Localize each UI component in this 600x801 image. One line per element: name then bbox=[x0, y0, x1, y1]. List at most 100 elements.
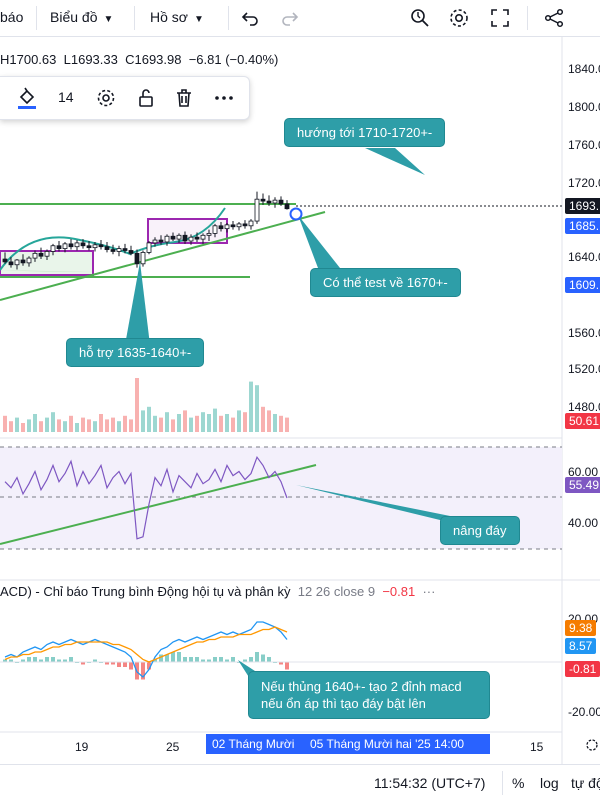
callout-macd[interactable]: Nếu thủng 1640+- tạo 2 đỉnh macd nếu ổn … bbox=[248, 671, 490, 719]
callout-rsi[interactable]: nâng đáy bbox=[440, 516, 520, 545]
candle-body bbox=[158, 239, 164, 243]
volume-bar bbox=[207, 414, 211, 432]
candle-body bbox=[200, 234, 206, 240]
histogram-bar bbox=[177, 652, 181, 662]
volume-bar bbox=[57, 419, 61, 432]
volume-bar bbox=[117, 421, 121, 432]
ohlc-close: C1693.98 bbox=[125, 52, 182, 67]
time-tick: 19 bbox=[75, 740, 89, 754]
price-trendline[interactable] bbox=[0, 211, 326, 301]
histogram-bar bbox=[165, 654, 169, 662]
signal-value-tag: 9.38 bbox=[565, 620, 597, 636]
more-icon[interactable]: ··· bbox=[422, 584, 436, 599]
histogram-bar bbox=[225, 659, 229, 662]
time-range-end: 05 Tháng Mười hai '25 14:00 bbox=[304, 734, 490, 754]
candle-body bbox=[56, 245, 62, 249]
volume-bar bbox=[249, 381, 253, 432]
trash-icon[interactable] bbox=[172, 86, 196, 110]
callout-support[interactable]: hỗ trợ 1635-1640+- bbox=[66, 338, 205, 367]
candle-body bbox=[98, 244, 104, 248]
candle-body bbox=[44, 251, 50, 257]
macd-legend-value: −0.81 bbox=[382, 584, 416, 599]
callout-pointer-rsi bbox=[296, 485, 470, 520]
price-tick: 1480.00 bbox=[568, 400, 600, 414]
candle-body bbox=[134, 252, 140, 265]
volume-bar bbox=[165, 412, 169, 432]
candle-body bbox=[206, 232, 212, 236]
percent-toggle[interactable]: % bbox=[512, 775, 525, 791]
volume-bar bbox=[75, 423, 79, 432]
callout-pointer-support bbox=[125, 262, 150, 345]
anchor-point[interactable] bbox=[289, 207, 303, 221]
settings-icon[interactable] bbox=[94, 86, 118, 110]
ohlc-high: H1700.63 bbox=[0, 52, 57, 67]
volume-bar bbox=[105, 419, 109, 432]
rsi-tick: 40.00 bbox=[568, 516, 599, 530]
volume-bar bbox=[189, 417, 193, 432]
callout-target[interactable]: hướng tới 1710-1720+- bbox=[284, 118, 446, 147]
fullscreen-icon[interactable] bbox=[488, 6, 512, 30]
volume-bar bbox=[135, 378, 139, 432]
volume-bar bbox=[195, 415, 199, 432]
candle-body bbox=[50, 245, 56, 252]
candle-body bbox=[86, 245, 92, 249]
volume-bar bbox=[3, 415, 7, 432]
pattern-fill bbox=[0, 270, 92, 272]
alert-search-icon[interactable] bbox=[408, 6, 432, 30]
volume-bar bbox=[201, 412, 205, 432]
auto-toggle[interactable]: tự độ bbox=[571, 775, 600, 791]
chart-type-label: Biểu đồ bbox=[50, 9, 98, 25]
candle-body bbox=[278, 199, 284, 205]
share-icon[interactable] bbox=[542, 6, 566, 30]
histogram-bar bbox=[81, 662, 85, 665]
callout-pointer-test bbox=[298, 215, 340, 268]
rsi-trendline[interactable] bbox=[0, 464, 317, 545]
chart-type-menu[interactable]: Biểu đồ ▼ bbox=[50, 9, 113, 25]
candle-body bbox=[92, 244, 98, 249]
ohlc-legend: H1700.63 L1693.33 C1693.98 −6.81 (−0.40%… bbox=[0, 52, 278, 67]
redo-icon[interactable] bbox=[278, 6, 302, 30]
profile-menu[interactable]: Hồ sơ ▼ bbox=[150, 9, 204, 25]
candle-body bbox=[230, 224, 236, 228]
histogram-bar bbox=[93, 659, 97, 662]
indicators-menu[interactable]: báo bbox=[0, 9, 24, 25]
unlock-icon[interactable] bbox=[134, 86, 158, 110]
volume-bar bbox=[261, 406, 265, 432]
histogram-bar bbox=[105, 662, 109, 665]
line-thickness[interactable]: 14 bbox=[58, 89, 74, 105]
price-tick: 1720.00 bbox=[568, 176, 600, 190]
histogram-bar bbox=[189, 657, 193, 662]
log-toggle[interactable]: log bbox=[540, 775, 559, 791]
candle-body bbox=[146, 242, 152, 253]
candle-body bbox=[26, 257, 32, 264]
candle-body bbox=[8, 261, 14, 266]
candle-body bbox=[272, 199, 278, 204]
histogram-bar bbox=[9, 659, 13, 662]
volume-bar bbox=[177, 414, 181, 432]
undo-icon[interactable] bbox=[238, 6, 262, 30]
callout-test[interactable]: Có thể test về 1670+- bbox=[310, 268, 461, 297]
settings-icon[interactable] bbox=[447, 6, 471, 30]
volume-bar bbox=[21, 423, 25, 432]
histogram-bar bbox=[111, 662, 115, 665]
candle-body bbox=[62, 243, 68, 250]
candle-body bbox=[104, 246, 110, 250]
price-tick: 1520.00 bbox=[568, 362, 600, 376]
callout-pointer-target bbox=[365, 148, 425, 175]
toolbar-divider bbox=[228, 6, 229, 30]
histogram-bar bbox=[243, 659, 247, 662]
histogram-bar bbox=[3, 659, 7, 662]
paint-bucket-icon[interactable] bbox=[14, 85, 40, 111]
clock[interactable]: 11:54:32 (UTC+7) bbox=[374, 775, 486, 791]
candle-body bbox=[110, 249, 116, 252]
more-icon[interactable] bbox=[212, 86, 236, 110]
price-tick: 1840.00 bbox=[568, 62, 600, 76]
chevron-down-icon: ▼ bbox=[103, 14, 114, 25]
toolbar-divider bbox=[36, 6, 37, 30]
histogram-bar bbox=[141, 662, 145, 680]
macd-legend[interactable]: ACD) - Chỉ báo Trung bình Động hội tụ và… bbox=[0, 584, 435, 599]
profile-label: Hồ sơ bbox=[150, 9, 188, 25]
histogram-bar bbox=[159, 654, 163, 662]
timezone-settings-icon[interactable] bbox=[585, 738, 599, 752]
volume-bar bbox=[213, 408, 217, 432]
